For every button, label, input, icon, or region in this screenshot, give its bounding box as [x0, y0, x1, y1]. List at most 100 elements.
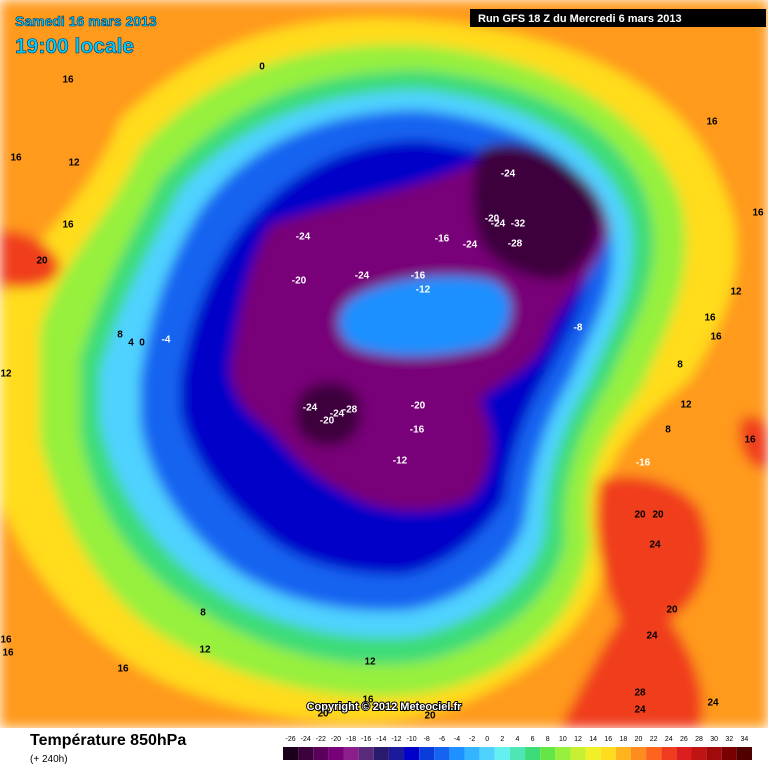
contour-label: -24 — [303, 403, 318, 414]
contour-label: 20 — [634, 510, 646, 521]
contour-label: 8 — [200, 608, 206, 619]
legend-swatch — [676, 747, 692, 760]
contour-label: 20 — [317, 709, 329, 720]
contour-label: 8 — [677, 360, 683, 371]
contour-label: -12 — [393, 456, 408, 467]
contour-label: -16 — [435, 234, 450, 245]
contour-label: 24 — [646, 631, 658, 642]
legend-swatch — [555, 747, 571, 760]
legend-swatch — [298, 747, 314, 760]
legend-swatch — [479, 747, 495, 760]
contour-label: 16 — [362, 695, 374, 706]
contour-label: 12 — [0, 369, 12, 380]
legend-tick: 16 — [604, 736, 612, 743]
contour-label: 0 — [259, 62, 265, 73]
contour-label: 28 — [634, 688, 646, 699]
contour-label: -24 — [463, 240, 478, 251]
legend-tick: -22 — [316, 736, 326, 743]
contour-label: 24 — [649, 540, 661, 551]
contour-label: -20 — [320, 416, 335, 427]
contour-label: 20 — [36, 256, 48, 267]
legend-tick: 2 — [500, 736, 504, 743]
legend-tick: -18 — [346, 736, 356, 743]
contour-label: -16 — [636, 458, 651, 469]
contour-label: -28 — [343, 405, 358, 416]
contour-label: -12 — [416, 285, 431, 296]
legend-tick: 34 — [741, 736, 749, 743]
contour-label: 16 — [706, 117, 718, 128]
footer-subtitle: (+ 240h) — [30, 754, 68, 765]
legend-tick: 26 — [680, 736, 688, 743]
legend-swatch — [419, 747, 435, 760]
legend-swatch — [283, 747, 299, 760]
legend-swatch — [464, 747, 480, 760]
contour-label: 12 — [68, 158, 80, 169]
contour-label: 8 — [665, 425, 671, 436]
contour-label: 12 — [364, 657, 376, 668]
contour-label: 16 — [0, 635, 12, 646]
legend-tick: -26 — [286, 736, 296, 743]
legend-swatch — [494, 747, 510, 760]
contour-label: -20 — [411, 401, 426, 412]
legend-swatch — [449, 747, 465, 760]
legend-swatch — [585, 747, 601, 760]
contour-label: 8 — [117, 330, 123, 341]
legend-swatch — [721, 747, 737, 760]
legend-tick: 0 — [485, 736, 489, 743]
copyright: Copyright © 2012 Meteociel.fr — [307, 701, 463, 713]
legend-swatch — [661, 747, 677, 760]
contour-label: 16 — [117, 664, 129, 675]
legend-tick: 30 — [710, 736, 718, 743]
legend-swatch — [313, 747, 329, 760]
legend-tick: -10 — [407, 736, 417, 743]
contour-label: -16 — [410, 425, 425, 436]
contour-label: 16 — [62, 75, 74, 86]
legend-tick: 4 — [516, 736, 520, 743]
contour-label: -28 — [508, 239, 523, 250]
legend-swatch — [328, 747, 344, 760]
contour-label: 16 — [710, 332, 722, 343]
legend-swatch — [404, 747, 420, 760]
contour-label: 12 — [680, 400, 692, 411]
contour-label: -24 — [501, 169, 516, 180]
contour-label: 16 — [704, 313, 716, 324]
run-label: Run GFS 18 Z du Mercredi 6 mars 2013 — [478, 13, 682, 25]
color-legend: -26 -24 -22 -20 -18 -16 -14 -12 -10 -8 -6 -4 -2 0 2 4 6 8… — [283, 736, 752, 760]
legend-swatch — [706, 747, 722, 760]
contour-label: 0 — [139, 338, 145, 349]
legend-tick: 10 — [559, 736, 567, 743]
contour-label: -24 — [491, 219, 506, 230]
contour-label: -32 — [511, 219, 526, 230]
legend-tick: 12 — [574, 736, 582, 743]
legend-swatch — [615, 747, 631, 760]
legend-swatch — [525, 747, 541, 760]
legend-tick: -4 — [454, 736, 460, 743]
contour-label: 20 — [666, 605, 678, 616]
contour-label: -20 — [292, 276, 307, 287]
contour-label: 20 — [652, 510, 664, 521]
run-box — [470, 9, 766, 27]
contour-label: -24 — [355, 271, 370, 282]
contour-label: 24 — [634, 705, 646, 716]
legend-swatch — [691, 747, 707, 760]
legend-tick: -12 — [391, 736, 401, 743]
contour-label: 24 — [707, 698, 719, 709]
legend-swatch — [646, 747, 662, 760]
legend-swatch — [509, 747, 526, 760]
contour-label: -4 — [162, 335, 171, 346]
legend-swatch — [343, 747, 359, 760]
legend-swatch — [373, 747, 389, 760]
footer-title: Température 850hPa — [30, 732, 186, 749]
legend-tick: -2 — [469, 736, 475, 743]
legend-swatch — [358, 747, 374, 760]
legend-swatch — [540, 747, 556, 760]
legend-tick: 28 — [695, 736, 703, 743]
legend-tick: 6 — [531, 736, 535, 743]
legend-swatch — [630, 747, 647, 760]
legend-tick: 14 — [589, 736, 597, 743]
time-label: 19:00 locale — [15, 35, 134, 58]
contour-label: -24 — [296, 232, 311, 243]
legend-tick: 20 — [635, 736, 643, 743]
legend-tick: -14 — [376, 736, 386, 743]
